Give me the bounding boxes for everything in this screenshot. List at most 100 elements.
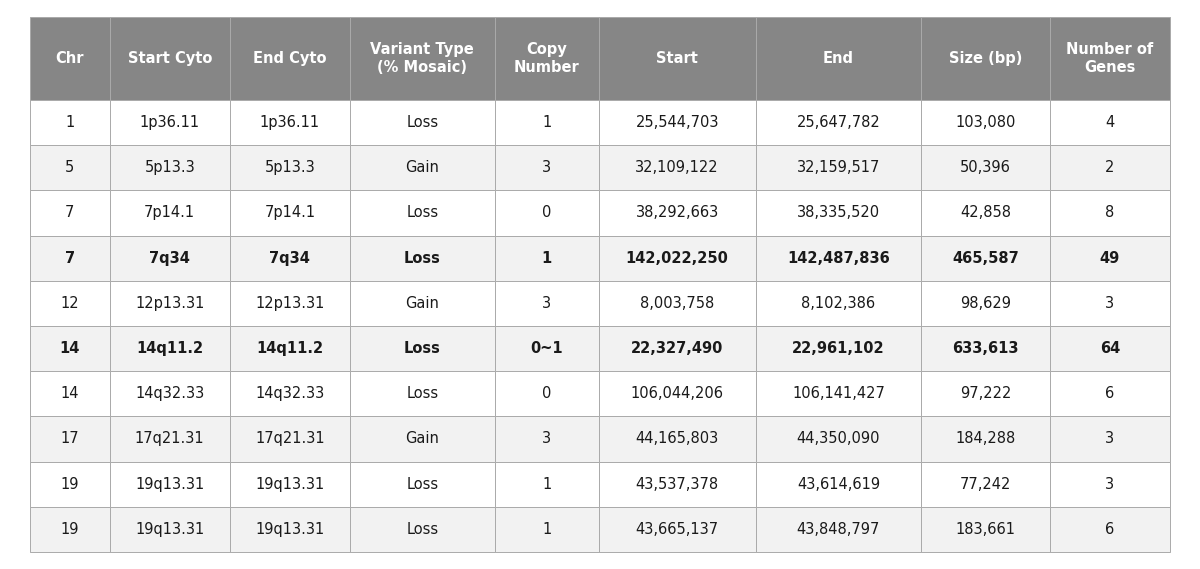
Text: 3: 3 <box>1105 477 1115 492</box>
Text: Loss: Loss <box>406 522 438 537</box>
Bar <box>922 371 1050 417</box>
Text: 12p13.31: 12p13.31 <box>256 296 324 311</box>
Text: Chr: Chr <box>55 51 84 66</box>
Bar <box>30 191 109 236</box>
Text: 19q13.31: 19q13.31 <box>256 522 324 537</box>
Bar <box>230 145 350 191</box>
Text: 38,335,520: 38,335,520 <box>797 205 880 220</box>
Bar <box>922 145 1050 191</box>
Text: 6: 6 <box>1105 522 1115 537</box>
Text: 184,288: 184,288 <box>955 431 1015 447</box>
Bar <box>30 326 109 371</box>
Text: End Cyto: End Cyto <box>253 51 326 66</box>
Text: 19q13.31: 19q13.31 <box>136 477 204 492</box>
Bar <box>494 17 599 100</box>
Bar <box>494 326 599 371</box>
Bar <box>494 417 599 461</box>
Text: 1p36.11: 1p36.11 <box>260 115 320 130</box>
Bar <box>30 461 109 507</box>
Text: Loss: Loss <box>404 341 440 356</box>
Bar <box>922 281 1050 326</box>
Bar <box>230 507 350 552</box>
Bar <box>230 191 350 236</box>
Text: 1: 1 <box>541 251 552 266</box>
Bar <box>756 461 922 507</box>
Bar <box>922 100 1050 145</box>
Bar <box>599 371 756 417</box>
Bar <box>230 326 350 371</box>
Text: Loss: Loss <box>406 115 438 130</box>
Bar <box>756 507 922 552</box>
Text: 8: 8 <box>1105 205 1115 220</box>
Text: 17: 17 <box>60 431 79 447</box>
Bar <box>494 461 599 507</box>
Bar <box>1050 507 1170 552</box>
Text: 42,858: 42,858 <box>960 205 1012 220</box>
Text: 17q21.31: 17q21.31 <box>256 431 325 447</box>
Bar <box>230 281 350 326</box>
Bar <box>599 417 756 461</box>
Text: 3: 3 <box>1105 431 1115 447</box>
Bar <box>756 100 922 145</box>
Bar <box>599 100 756 145</box>
Bar <box>1050 236 1170 281</box>
Text: 98,629: 98,629 <box>960 296 1012 311</box>
Bar <box>922 507 1050 552</box>
Text: 0~1: 0~1 <box>530 341 563 356</box>
Bar <box>30 371 109 417</box>
Bar <box>350 100 494 145</box>
Bar <box>1050 100 1170 145</box>
Bar <box>109 281 230 326</box>
Text: Copy
Number: Copy Number <box>514 42 580 75</box>
Text: Gain: Gain <box>406 296 439 311</box>
Text: 38,292,663: 38,292,663 <box>636 205 719 220</box>
Text: 7: 7 <box>65 205 74 220</box>
Bar <box>922 326 1050 371</box>
Bar <box>599 507 756 552</box>
Text: 633,613: 633,613 <box>953 341 1019 356</box>
Text: 106,044,206: 106,044,206 <box>631 386 724 401</box>
Bar <box>350 191 494 236</box>
Bar <box>109 461 230 507</box>
Text: 3: 3 <box>542 431 551 447</box>
Bar <box>109 145 230 191</box>
Bar <box>599 236 756 281</box>
Bar <box>494 145 599 191</box>
Bar <box>109 191 230 236</box>
Bar <box>30 145 109 191</box>
Bar <box>30 17 109 100</box>
Bar <box>350 326 494 371</box>
Bar <box>599 461 756 507</box>
Text: 25,647,782: 25,647,782 <box>797 115 881 130</box>
Text: 0: 0 <box>542 386 551 401</box>
Bar <box>350 507 494 552</box>
Text: 22,327,490: 22,327,490 <box>631 341 724 356</box>
Text: 1: 1 <box>65 115 74 130</box>
Bar <box>1050 281 1170 326</box>
Text: 8,102,386: 8,102,386 <box>802 296 876 311</box>
Text: 43,848,797: 43,848,797 <box>797 522 880 537</box>
Bar <box>756 371 922 417</box>
Text: 43,614,619: 43,614,619 <box>797 477 880 492</box>
Bar <box>756 281 922 326</box>
Text: 97,222: 97,222 <box>960 386 1012 401</box>
Text: 183,661: 183,661 <box>955 522 1015 537</box>
Text: 19: 19 <box>60 477 79 492</box>
Bar <box>230 417 350 461</box>
Bar <box>599 145 756 191</box>
Bar <box>922 461 1050 507</box>
Bar <box>494 507 599 552</box>
Text: 12p13.31: 12p13.31 <box>136 296 204 311</box>
Bar <box>1050 17 1170 100</box>
Bar <box>1050 461 1170 507</box>
Text: 44,165,803: 44,165,803 <box>636 431 719 447</box>
Bar <box>1050 326 1170 371</box>
Text: 43,537,378: 43,537,378 <box>636 477 719 492</box>
Text: 7q34: 7q34 <box>270 251 311 266</box>
Text: 14q32.33: 14q32.33 <box>256 386 324 401</box>
Text: 25,544,703: 25,544,703 <box>636 115 719 130</box>
Text: 1: 1 <box>542 115 551 130</box>
Text: 8,003,758: 8,003,758 <box>640 296 714 311</box>
Text: 103,080: 103,080 <box>955 115 1015 130</box>
Text: Size (bp): Size (bp) <box>949 51 1022 66</box>
